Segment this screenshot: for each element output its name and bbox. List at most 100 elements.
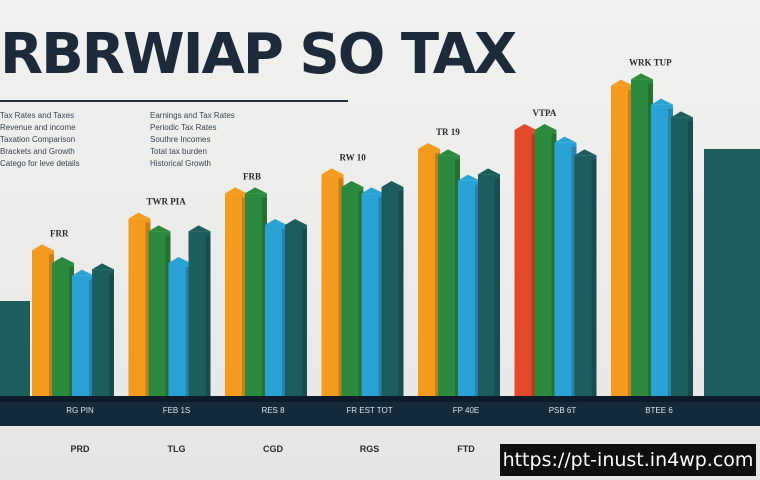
bar-cap <box>631 73 653 80</box>
bar-c1-s4 <box>92 269 114 396</box>
watermark-url[interactable]: https://pt-inust.in4wp.com <box>500 444 756 476</box>
edge-bar <box>0 301 30 396</box>
bar-c5-s4 <box>478 174 500 396</box>
bar-shade <box>551 134 557 396</box>
bar-shade <box>145 222 151 396</box>
bar-cap <box>478 168 500 175</box>
bar-cap <box>52 257 74 263</box>
bar-cap <box>128 212 151 219</box>
bar-shade <box>302 229 307 396</box>
labels-layer: FRR RG PIN PRD TWR PIA FEB 1S TLG FRB RES 8 CGD R… <box>50 57 673 454</box>
bar-c5-s3 <box>458 180 480 396</box>
bar-c5-s2 <box>438 155 460 396</box>
bar-c7-s1 <box>611 85 633 397</box>
bar-shade <box>648 83 653 396</box>
bar-c1-s1 <box>32 250 54 396</box>
bar-shade <box>185 267 191 396</box>
tick-label: RG PIN <box>66 406 94 415</box>
backdrop-panel <box>704 149 760 396</box>
bar-shade <box>571 146 577 396</box>
bar-c3-s3 <box>265 225 287 396</box>
bars-layer <box>0 73 760 397</box>
bar-cap <box>188 225 211 232</box>
bar-cap <box>285 219 307 225</box>
bar-cap <box>671 111 693 118</box>
bar-cap <box>418 143 440 149</box>
description-right: Earnings and Tax Rates Periodic Tax Rate… <box>150 111 235 168</box>
bar-c4-s4 <box>381 187 404 396</box>
value-label: WRK TUP <box>629 57 672 67</box>
bar-c5-s1 <box>418 149 440 396</box>
sub-label: CGD <box>263 444 284 454</box>
bar-c3-s1 <box>225 193 247 396</box>
bar-shade <box>378 197 384 396</box>
bar-shade <box>668 108 673 397</box>
bar-cap <box>574 149 597 156</box>
title-underline <box>0 100 348 102</box>
bar-cap <box>265 219 287 225</box>
axis-base <box>0 402 760 426</box>
bar-c6-s2 <box>534 130 557 396</box>
value-label: FRR <box>50 228 69 238</box>
value-label: VTPA <box>533 108 557 118</box>
bar-shade <box>282 229 287 396</box>
bar-shade <box>69 267 74 396</box>
bar-cap <box>92 263 114 270</box>
bar-shade <box>165 235 171 396</box>
bar-shade <box>358 191 364 396</box>
sub-label: FTD <box>457 444 475 454</box>
bar-shade <box>109 273 114 396</box>
bar-shade <box>475 184 480 396</box>
value-label: TWR PIA <box>147 197 187 207</box>
bar-shade <box>435 153 440 396</box>
value-label: TR 19 <box>436 127 460 137</box>
tick-label: FR EST TOT <box>346 406 392 415</box>
bar-cap <box>225 187 247 194</box>
bar-c4-s3 <box>361 193 384 396</box>
bar-cap <box>381 181 404 187</box>
sub-label: PRD <box>70 444 90 454</box>
bar-shade <box>628 89 633 397</box>
bar-shade <box>455 159 460 396</box>
bar-shade <box>495 178 500 396</box>
bar-shade <box>49 254 54 396</box>
bar-cap <box>341 181 364 187</box>
bar-c1-s2 <box>52 263 74 396</box>
tick-label: BTEE 6 <box>645 406 673 415</box>
axis-band <box>0 396 760 402</box>
bar-c3-s4 <box>285 225 307 396</box>
bar-c2-s1 <box>128 218 151 396</box>
bar-cap <box>458 174 480 181</box>
bar-shade <box>89 279 94 396</box>
bar-cap <box>361 187 384 194</box>
bar-c4-s1 <box>321 174 344 396</box>
bar-cap <box>611 79 633 86</box>
bar-c7-s3 <box>651 104 673 397</box>
bar-c2-s2 <box>148 231 171 396</box>
bar-cap <box>651 98 673 105</box>
chart-title: RBRWIAP SO TAX <box>0 22 517 87</box>
bar-c7-s4 <box>671 117 693 396</box>
value-label: FRB <box>243 171 261 181</box>
bar-c7-s2 <box>631 79 653 396</box>
tick-label: FEB 1S <box>163 406 191 415</box>
sub-label: RGS <box>360 444 380 454</box>
bar-cap <box>168 257 191 263</box>
bar-cap <box>438 149 460 156</box>
bar-c6-s3 <box>554 142 577 396</box>
bar-cap <box>148 225 171 232</box>
sub-label: TLG <box>168 444 186 454</box>
bar-cap <box>72 269 94 276</box>
bar-shade <box>205 235 211 396</box>
bar-c2-s4 <box>188 231 211 396</box>
bar-c3-s2 <box>245 193 267 396</box>
bar-shade <box>398 191 404 396</box>
bar-cap <box>514 124 537 130</box>
bar-shade <box>591 159 597 396</box>
bar-shade <box>338 178 344 396</box>
bar-cap <box>32 244 54 251</box>
value-label: RW 10 <box>340 152 367 162</box>
tick-label: RES 8 <box>261 406 285 415</box>
tick-label: FP 40E <box>453 406 480 415</box>
